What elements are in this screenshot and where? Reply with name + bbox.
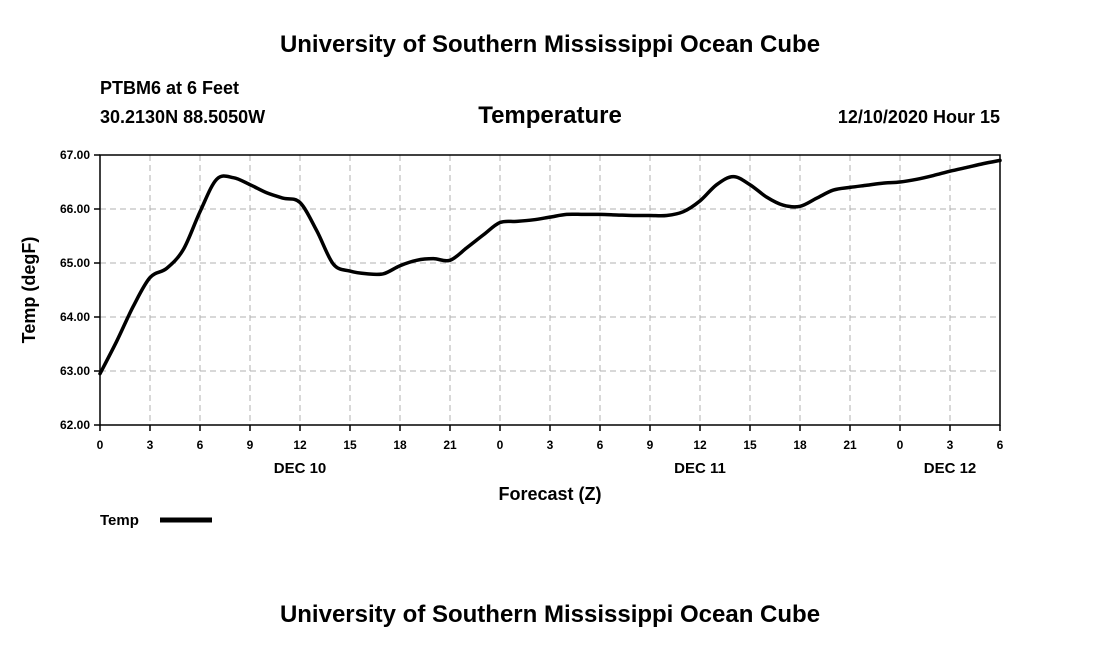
x-tick-label: 9 bbox=[247, 438, 254, 452]
x-tick-label: 6 bbox=[997, 438, 1004, 452]
date-label: DEC 10 bbox=[274, 460, 327, 477]
x-tick-label: 21 bbox=[443, 438, 457, 452]
x-tick-label: 18 bbox=[793, 438, 807, 452]
y-axis: 62.00 63.00 64.00 65.00 66.00 67.00 bbox=[60, 148, 100, 432]
x-tick-label: 12 bbox=[293, 438, 307, 452]
y-tick-label: 66.00 bbox=[60, 202, 90, 216]
station-label: PTBM6 at 6 Feet bbox=[100, 78, 240, 98]
coordinates-label: 30.2130N 88.5050W bbox=[100, 107, 266, 127]
chart-title: Temperature bbox=[478, 102, 622, 129]
x-tick-label: 0 bbox=[897, 438, 904, 452]
series-line-temp bbox=[98, 158, 1002, 376]
x-tick-label: 3 bbox=[147, 438, 154, 452]
y-tick-label: 64.00 bbox=[60, 310, 90, 324]
y-tick-label: 67.00 bbox=[60, 148, 90, 162]
series-layer bbox=[98, 158, 1002, 376]
x-tick-label: 9 bbox=[647, 438, 654, 452]
x-tick-label: 12 bbox=[693, 438, 707, 452]
x-tick-label: 3 bbox=[947, 438, 954, 452]
x-axis-title: Forecast (Z) bbox=[498, 484, 601, 504]
x-tick-label: 0 bbox=[497, 438, 504, 452]
x-tick-label: 15 bbox=[743, 438, 757, 452]
page-title: University of Southern Mississippi Ocean… bbox=[279, 31, 821, 58]
date-label: DEC 11 bbox=[674, 460, 726, 477]
x-tick-label: 3 bbox=[547, 438, 554, 452]
y-axis-title: Temp (degF) bbox=[19, 237, 39, 344]
grid bbox=[100, 155, 1000, 425]
timestamp-label: 12/10/2020 Hour 15 bbox=[837, 107, 1000, 127]
x-tick-label: 21 bbox=[843, 438, 857, 452]
y-tick-label: 62.00 bbox=[60, 418, 90, 432]
x-tick-label: 15 bbox=[343, 438, 357, 452]
legend-label: Temp bbox=[100, 512, 139, 529]
x-tick-label: 0 bbox=[97, 438, 104, 452]
x-tick-label: 6 bbox=[597, 438, 604, 452]
footer-title: University of Southern Mississippi Ocean… bbox=[279, 601, 821, 628]
x-axis: 0 3 6 9 12 15 18 21 0 3 6 9 12 15 18 21 0 3 6 DEC 10 DEC 11 D… bbox=[97, 425, 1004, 477]
x-tick-label: 18 bbox=[393, 438, 407, 452]
y-tick-label: 63.00 bbox=[60, 364, 90, 378]
y-tick-label: 65.00 bbox=[60, 256, 90, 270]
x-tick-label: 6 bbox=[197, 438, 204, 452]
date-label: DEC 12 bbox=[924, 460, 977, 477]
